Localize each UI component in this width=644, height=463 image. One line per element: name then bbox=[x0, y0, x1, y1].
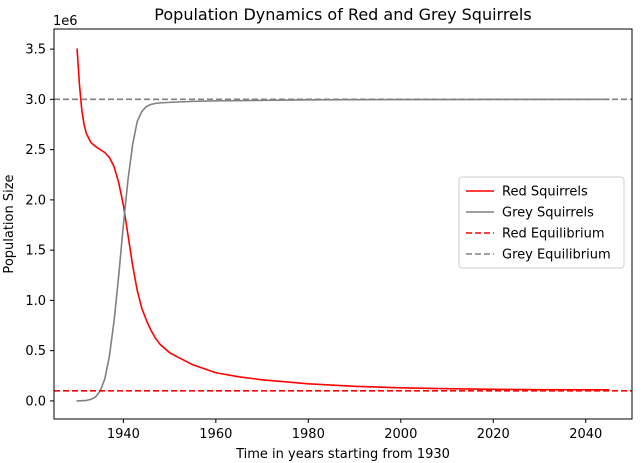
red-squirrels-line bbox=[76, 48, 610, 391]
legend: Red Squirrels Grey Squirrels Red Equilibri… bbox=[458, 176, 625, 269]
x-tick-label: 2040 bbox=[569, 427, 602, 442]
series-group bbox=[54, 48, 632, 402]
x-axis-label: Time in years starting from 1930 bbox=[235, 447, 450, 462]
legend-box bbox=[458, 176, 625, 269]
axes: 1940 1960 1980 2000 2020 2040 0.0 0.5 1.0 1.5 2.0 2… bbox=[25, 28, 633, 442]
y-tick-label: 1.0 bbox=[25, 294, 46, 309]
y-tick-label: 2.5 bbox=[25, 143, 46, 158]
chart-title: Population Dynamics of Red and Grey Squi… bbox=[154, 5, 531, 24]
x-tick-label: 1940 bbox=[107, 427, 140, 442]
y-tick-label: 0.5 bbox=[25, 344, 46, 359]
y-tick-label: 1.5 bbox=[25, 244, 46, 259]
legend-label-red-squirrels: Red Squirrels bbox=[502, 185, 588, 200]
y-offset-label: 1e6 bbox=[53, 14, 78, 29]
legend-label-red-equilibrium: Red Equilibrium bbox=[502, 227, 604, 242]
x-tick-label: 2020 bbox=[477, 427, 510, 442]
grey-squirrels-line bbox=[76, 98, 610, 402]
x-tick-label: 1960 bbox=[199, 427, 232, 442]
x-tick-label: 2000 bbox=[384, 427, 417, 442]
y-tick-label: 2.0 bbox=[25, 193, 46, 208]
y-tick-label: 0.0 bbox=[25, 394, 46, 409]
x-tick-label: 1980 bbox=[292, 427, 325, 442]
y-axis-label: Population Size bbox=[2, 174, 17, 273]
y-tick-label: 3.5 bbox=[25, 43, 46, 58]
axes-frame bbox=[53, 28, 633, 420]
y-tick-label: 3.0 bbox=[25, 93, 46, 108]
plot-area bbox=[54, 48, 632, 402]
legend-label-grey-equilibrium: Grey Equilibrium bbox=[502, 248, 611, 263]
legend-label-grey-squirrels: Grey Squirrels bbox=[502, 206, 594, 221]
